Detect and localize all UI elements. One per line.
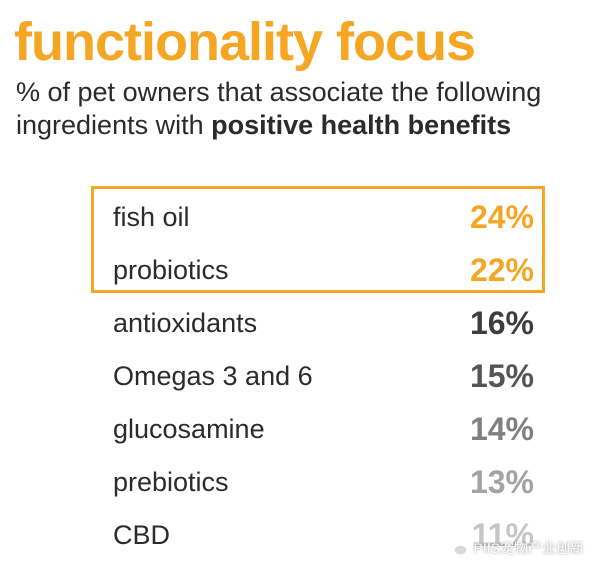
ingredient-label: glucosamine (113, 414, 265, 444)
chart-title: functionality focus (14, 12, 476, 72)
table-row: antioxidants 16% (0, 303, 600, 343)
wechat-icon (445, 539, 468, 556)
ingredient-label: fish oil (113, 202, 190, 232)
subtitle-line-2: ingredients with positive health benefit… (16, 109, 541, 142)
subtitle-emphasis: positive health benefits (211, 110, 512, 140)
table-row: CBD 11% (0, 515, 600, 555)
percent-value: 11% (471, 517, 534, 553)
table-row: glucosamine 14% (0, 409, 600, 449)
table-row: fish oil 24% (0, 197, 600, 237)
table-row: probiotics 22% (0, 250, 600, 290)
percent-value: 16% (469, 305, 534, 341)
percent-value: 14% (469, 411, 534, 447)
ingredient-label: prebiotics (113, 467, 229, 497)
ingredient-label: probiotics (113, 255, 229, 285)
highlight-box (91, 186, 545, 293)
subtitle-line-1: % of pet owners that associate the follo… (16, 77, 542, 107)
subtitle-line-2-prefix: ingredients with (16, 110, 212, 140)
percent-value: 22% (469, 252, 534, 288)
percent-value: 15% (469, 358, 534, 394)
watermark-text: PIIS宠物产业创新 (473, 540, 584, 556)
ingredient-label: antioxidants (113, 308, 258, 338)
table-row: prebiotics 13% (0, 462, 600, 502)
chart-subtitle: % of pet owners that associate the follo… (16, 76, 541, 142)
watermark: PIIS宠物产业创新 (445, 538, 584, 558)
ingredient-label: CBD (113, 520, 171, 550)
percent-value: 13% (469, 464, 534, 500)
table-row: Omegas 3 and 6 15% (0, 356, 600, 396)
ingredient-label: Omegas 3 and 6 (113, 361, 313, 391)
percent-value: 24% (469, 199, 534, 235)
